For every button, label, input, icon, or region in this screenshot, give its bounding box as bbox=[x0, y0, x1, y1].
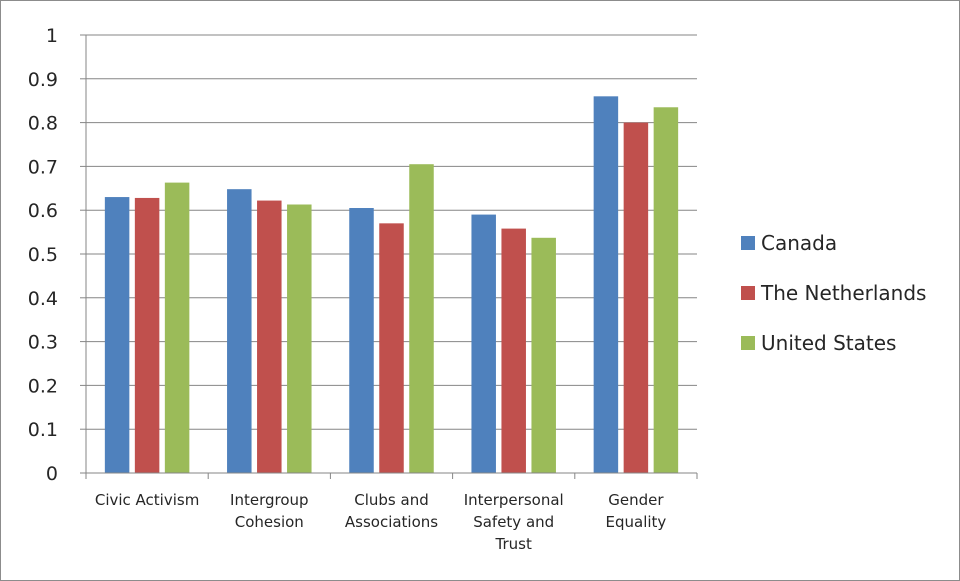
category-label: Interpersonal Safety and Trust bbox=[464, 491, 564, 553]
bar-united-states bbox=[531, 237, 556, 473]
bars bbox=[104, 96, 679, 474]
bar-the-netherlands bbox=[623, 122, 649, 473]
legend-label: The Netherlands bbox=[760, 281, 926, 305]
bar-the-netherlands bbox=[257, 200, 282, 473]
legend-swatch bbox=[741, 336, 755, 350]
legend-label: United States bbox=[761, 331, 896, 355]
category-label: Civic Activism bbox=[95, 491, 199, 509]
category-label: Gender Equality bbox=[606, 491, 667, 531]
legend-label: Canada bbox=[761, 231, 837, 255]
bar-the-netherlands bbox=[379, 223, 404, 473]
y-tick-label: 1 bbox=[46, 25, 58, 47]
y-tick-label: 0.8 bbox=[28, 113, 58, 135]
bar-canada bbox=[593, 96, 619, 473]
y-tick-label: 0.6 bbox=[28, 200, 58, 222]
legend: Canada The Netherlands United States bbox=[741, 231, 926, 355]
legend-swatch bbox=[741, 236, 755, 250]
y-tick-label: 0 bbox=[46, 463, 58, 485]
legend-swatch bbox=[741, 286, 755, 300]
bar-canada bbox=[227, 189, 252, 473]
y-tick-label: 0.3 bbox=[28, 332, 58, 354]
axes bbox=[80, 34, 698, 479]
bar-canada bbox=[104, 197, 130, 473]
bar-the-netherlands bbox=[501, 228, 526, 473]
y-tick-label: 0.7 bbox=[28, 156, 58, 178]
category-label: Intergroup Cohesion bbox=[230, 491, 309, 531]
category-label: Clubs and Associations bbox=[345, 491, 438, 531]
bar-canada bbox=[349, 208, 374, 473]
labels: 0 0.1 0.2 0.3 0.4 0.5 0.6 0.7 0.8 0.9 1 Civic Activ… bbox=[28, 25, 667, 553]
bar-the-netherlands bbox=[134, 197, 160, 473]
y-tick-label: 0.9 bbox=[28, 69, 58, 91]
bar-united-states bbox=[653, 107, 679, 474]
y-tick-label: 0.4 bbox=[28, 288, 58, 310]
y-tick-label: 0.5 bbox=[28, 244, 58, 266]
bar-united-states bbox=[287, 204, 312, 474]
bar-canada bbox=[471, 214, 496, 473]
bar-united-states bbox=[164, 182, 190, 473]
bar-united-states bbox=[409, 164, 434, 473]
y-tick-label: 0.2 bbox=[28, 375, 58, 397]
y-tick-label: 0.1 bbox=[28, 419, 58, 441]
